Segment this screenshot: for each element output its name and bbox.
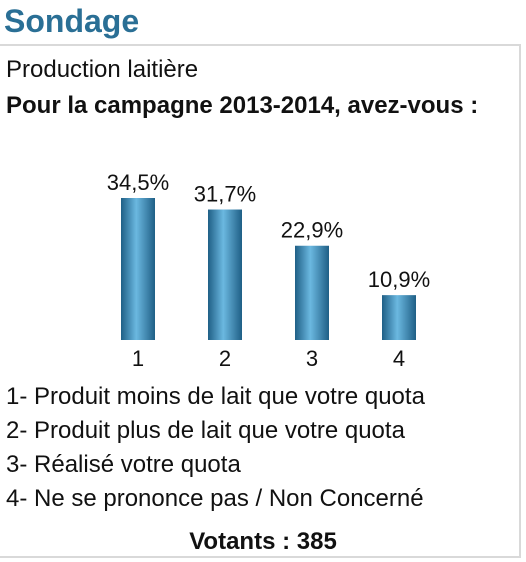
bar-3 [295,245,329,340]
bar-4 [382,295,416,340]
bar-value-label: 34,5% [107,170,169,195]
poll-question: Pour la campagne 2013-2014, avez-vous : [6,92,479,119]
poll-panel [0,44,521,558]
bar-2 [208,209,242,340]
poll-subtitle: Production laitière [6,56,199,83]
category-label: 2 [219,346,231,371]
bar-value-label: 31,7% [194,182,256,207]
voters-count: Votants : 385 [189,528,337,555]
category-label: 4 [393,346,405,371]
legend-item-4: 4- Ne se prononce pas / Non Concerné [6,485,424,512]
legend-item-1: 1- Produit moins de lait que votre quota [6,383,425,410]
category-label: 1 [132,346,144,371]
category-label: 3 [306,346,318,371]
widget-title: Sondage [4,3,140,39]
legend-item-2: 2- Produit plus de lait que votre quota [6,417,405,444]
bar-value-label: 22,9% [281,218,343,243]
legend-item-3: 3- Réalisé votre quota [6,451,241,478]
bar-value-label: 10,9% [368,267,430,292]
poll-legend: 1- Produit moins de lait que votre quota… [6,380,521,516]
results-bar-chart: 34,5% 1 31,7% 2 22,9% 3 10,9% 4 [107,170,430,371]
bar-1 [121,198,155,340]
